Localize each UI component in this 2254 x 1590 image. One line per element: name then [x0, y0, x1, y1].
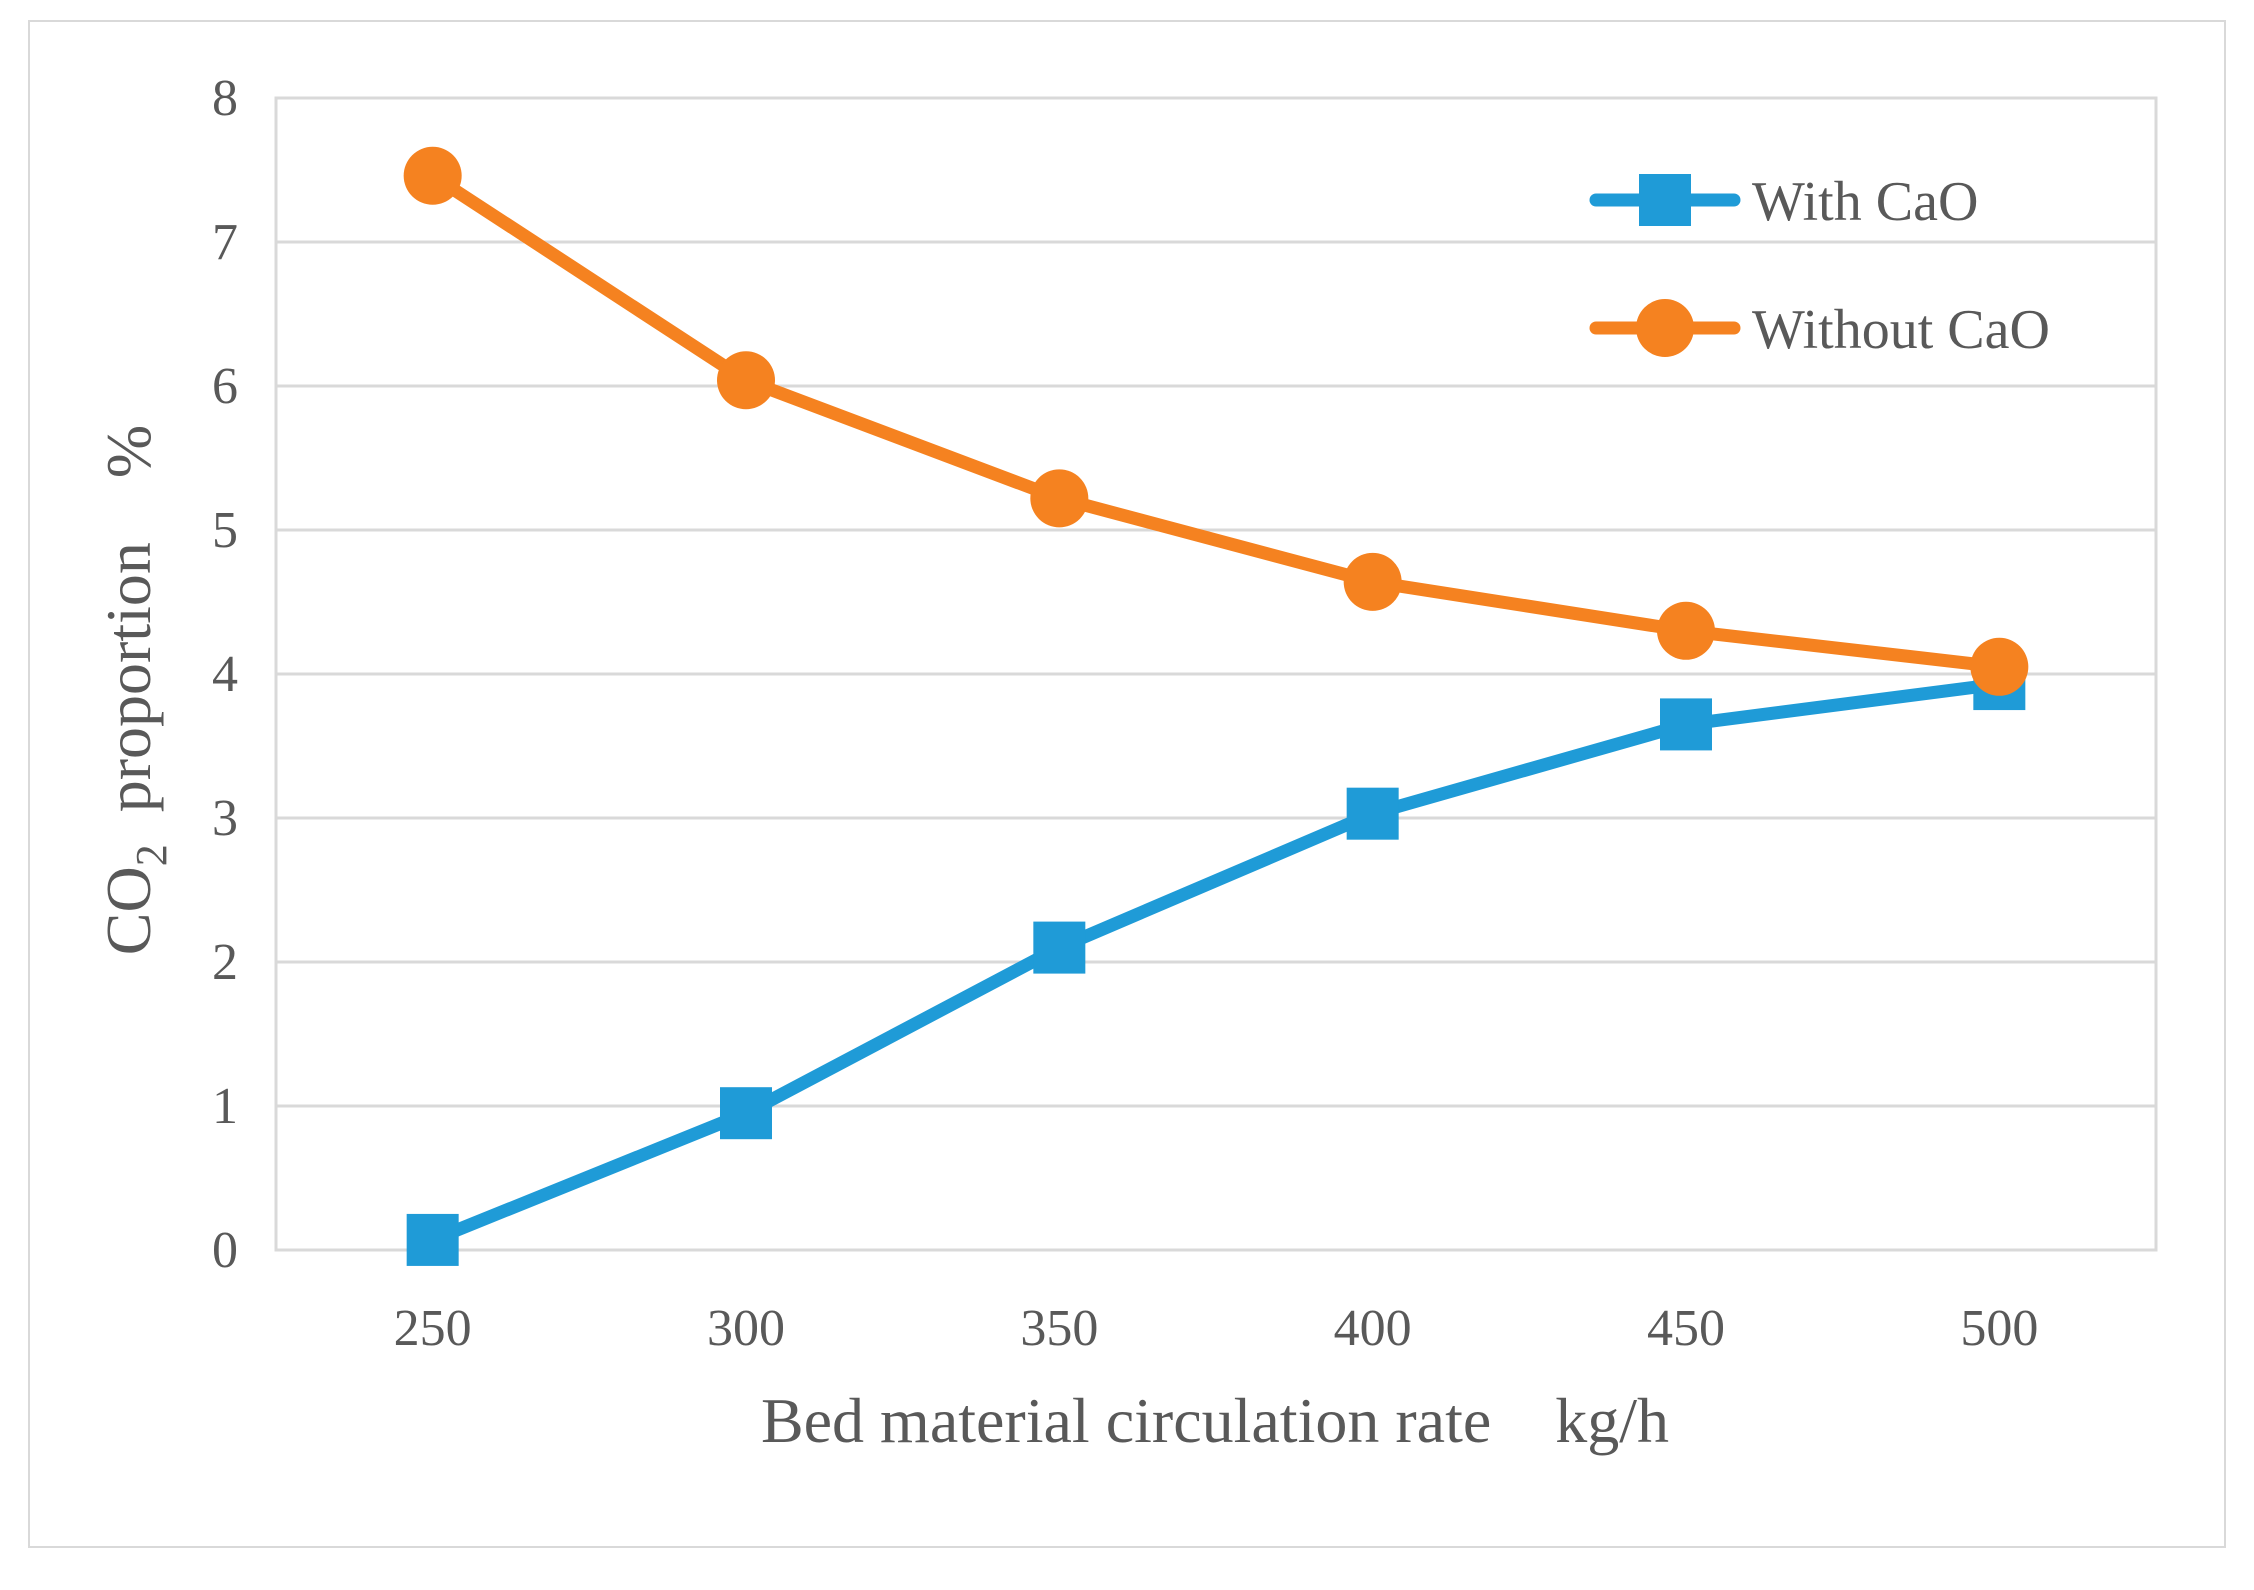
- data-point-circle: [1343, 552, 1402, 611]
- data-point-circle: [1030, 469, 1089, 528]
- x-tick-label: 400: [1334, 1300, 1412, 1357]
- legend-item: Without CaO: [1589, 299, 2050, 361]
- x-tick-label: 250: [394, 1300, 472, 1357]
- y-axis-title-suffix: proportion %: [93, 425, 164, 845]
- data-point-circle: [403, 146, 462, 205]
- legend-label: Without CaO: [1752, 299, 2050, 361]
- y-axis-title-subscript: 2: [127, 844, 176, 866]
- data-point-square: [406, 1213, 459, 1266]
- y-tick-label: 3: [212, 790, 238, 847]
- series-without-cao: [403, 146, 2029, 696]
- data-point-square: [720, 1087, 772, 1140]
- gridlines: [274, 96, 2158, 1252]
- legend-label: With CaO: [1752, 171, 1978, 233]
- data-point-circle: [1657, 601, 1715, 660]
- x-axis-title: Bed material circulation rate kg/h: [761, 1385, 1669, 1456]
- data-point-square: [1346, 787, 1399, 840]
- legend: With CaO Without CaO: [1589, 171, 2050, 361]
- y-axis-title-prefix: CO: [93, 866, 164, 955]
- y-axis-ticks: 0 1 2 3 4 5 6 7 8: [212, 70, 238, 1279]
- y-tick-label: 1: [212, 1078, 238, 1135]
- x-tick-label: 500: [1960, 1300, 2038, 1357]
- data-point-circle: [1970, 637, 2029, 696]
- y-tick-label: 5: [212, 502, 238, 559]
- data-point-square: [1660, 698, 1712, 751]
- y-tick-label: 7: [212, 214, 238, 271]
- legend-marker-circle: [1636, 299, 1694, 357]
- legend-marker-square: [1639, 174, 1691, 226]
- y-tick-label: 6: [212, 358, 238, 415]
- chart-frame: [28, 20, 2226, 1548]
- y-tick-label: 4: [212, 646, 238, 703]
- y-tick-label: 8: [212, 70, 238, 127]
- y-tick-label: 0: [212, 1222, 238, 1279]
- y-tick-label: 2: [212, 934, 238, 991]
- x-tick-label: 350: [1020, 1300, 1098, 1357]
- x-axis-ticks: 250 300 350 400 450 500: [394, 1300, 2039, 1357]
- series-line: [426, 677, 2006, 1247]
- series-layer: [403, 146, 2029, 1266]
- x-tick-label: 450: [1647, 1300, 1725, 1357]
- series-with-cao: [406, 658, 2026, 1266]
- x-tick-label: 300: [707, 1300, 785, 1357]
- y-axis-title: CO2 proportion %: [93, 425, 176, 955]
- data-point-square: [1033, 921, 1086, 974]
- series-line: [426, 169, 2006, 674]
- legend-item: With CaO: [1589, 171, 1978, 233]
- data-point-circle: [717, 351, 775, 410]
